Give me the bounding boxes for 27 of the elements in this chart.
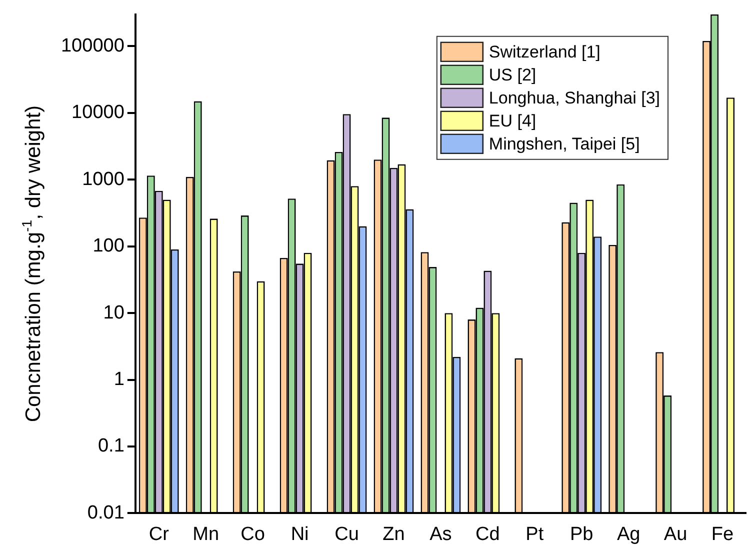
x-tick-label: Fe: [711, 524, 734, 545]
y-axis-title: Concnetration (mg.g-1, dry weight): [20, 105, 45, 422]
y-tick-label: 0.1: [98, 436, 124, 457]
x-tick-label: Pt: [526, 524, 544, 545]
x-tick-label: Ni: [290, 524, 309, 545]
x-tick-label: Au: [664, 524, 688, 545]
y-tick-label: 10: [103, 302, 124, 324]
legend-label: EU [4]: [488, 112, 536, 131]
x-tick-label: Pb: [570, 524, 594, 545]
legend-label: Switzerland [1]: [488, 42, 600, 62]
x-tick-label: Cr: [148, 524, 170, 545]
y-tick-label: 0.01: [87, 502, 124, 524]
y-tick-label: 1: [114, 369, 124, 390]
legend-label: Mingshen, Taipei [5]: [488, 134, 640, 154]
x-tick-label: As: [430, 524, 452, 545]
x-tick-label: Ag: [616, 524, 640, 545]
y-tick-label: 10000: [72, 102, 124, 124]
legend-label: Longhua, Shanghai [3]: [488, 88, 660, 108]
x-tick-label: Zn: [382, 524, 405, 545]
legend-label: US [2]: [488, 66, 536, 85]
y-tick-label: 100: [92, 236, 124, 257]
x-tick-label: Co: [240, 524, 265, 545]
x-tick-label: Cu: [334, 524, 359, 545]
y-tick-label: 100000: [60, 35, 124, 56]
x-tick-label: Mn: [192, 524, 220, 545]
y-tick-label: 1000: [82, 168, 124, 190]
x-tick-label: Cd: [476, 524, 500, 545]
